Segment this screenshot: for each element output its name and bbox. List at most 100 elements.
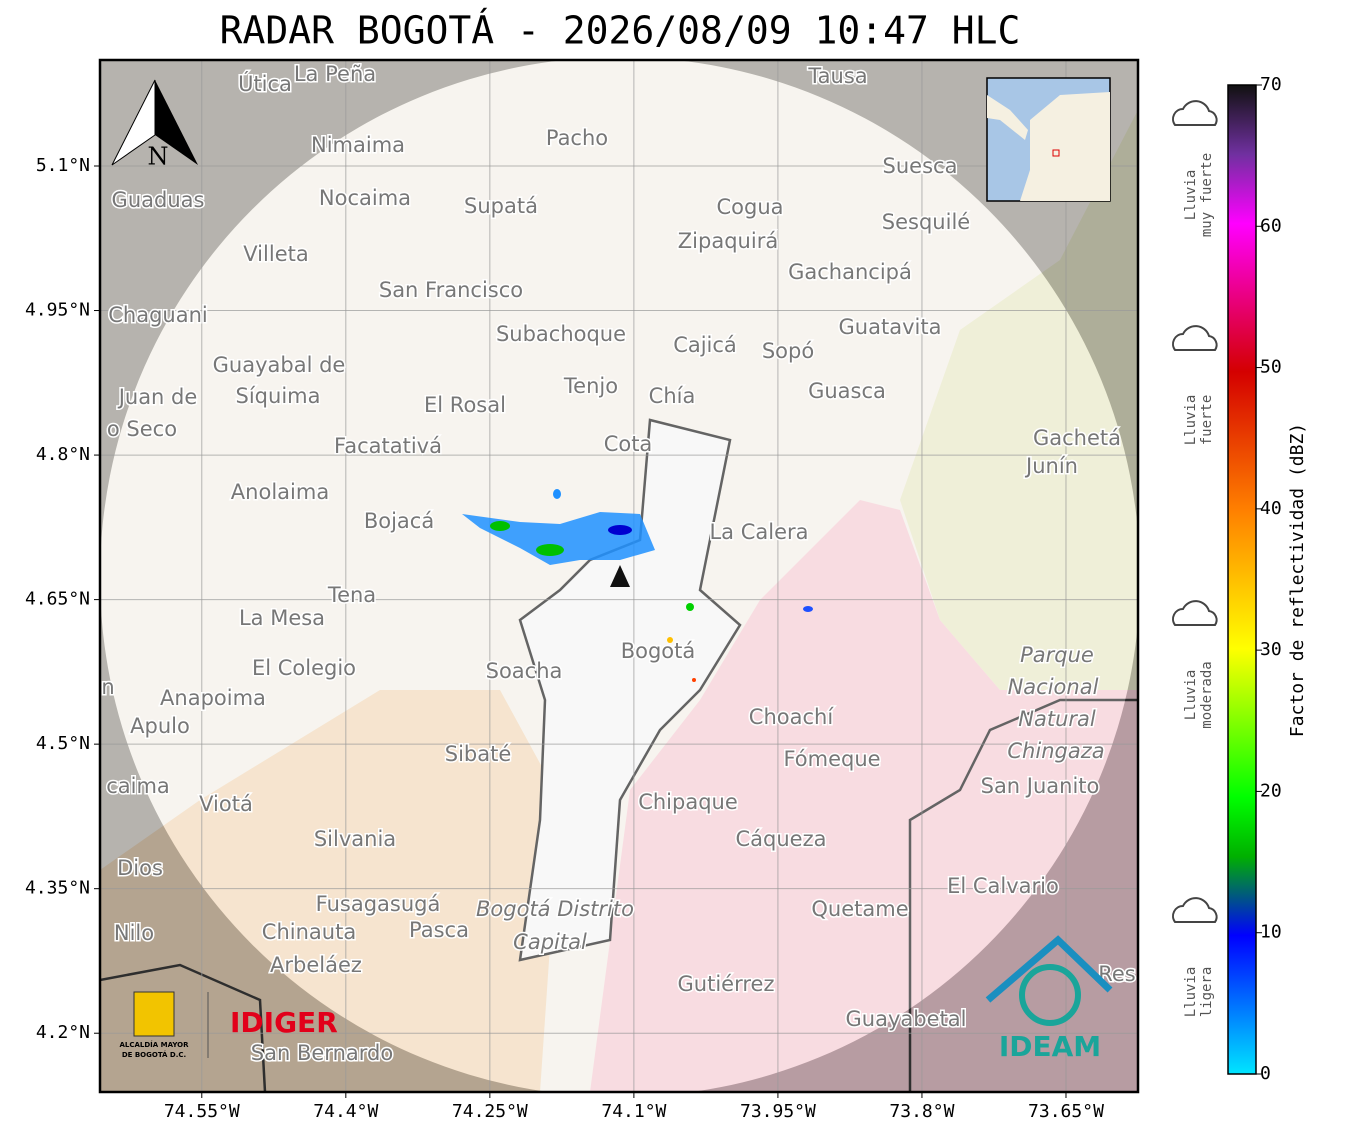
inset-land (1020, 92, 1110, 201)
place-label: Nocaima (319, 186, 411, 210)
legend-entry: Lluvia fuerte (1172, 325, 1218, 446)
place-label: Síquima (236, 384, 321, 408)
legend-label: Lluvia (1183, 670, 1199, 721)
place-label: Guaduas (112, 188, 205, 212)
inset-locator (1052, 149, 1060, 157)
place-label: Anapoima (160, 686, 266, 710)
place-label: Guayabetal (846, 1007, 967, 1031)
place-label: El Rosal (424, 393, 506, 417)
place-label: Cajicá (673, 333, 737, 357)
region-pink (590, 500, 1138, 1092)
place-label: Juan de (117, 385, 198, 409)
place-label: Bogotá (621, 639, 696, 663)
place-label: Tausa (807, 64, 867, 88)
place-label: Cáqueza (736, 827, 827, 851)
echo (803, 606, 813, 612)
echo (553, 489, 561, 499)
place-label: Cota (604, 432, 653, 456)
legend-label: Lluvia (1183, 395, 1199, 446)
place-label: El Colegio (252, 656, 356, 680)
colorbar (1227, 84, 1257, 1075)
x-tick-label: 74.1°W (601, 1101, 666, 1122)
legend-label: muy fuerte (1199, 153, 1215, 237)
place-label: Quetame (811, 897, 908, 921)
rain-legend: Lluvia muy fuerte Lluvia fuerte Lluvia modera… (1172, 100, 1218, 1018)
place-label: Sesquilé (882, 210, 970, 234)
legend-label: ligera (1199, 967, 1215, 1018)
place-label: Guayabal de (213, 353, 346, 377)
place-label: Nacional (1008, 675, 1099, 699)
place-label: Chinauta (262, 920, 356, 944)
colorbar-tick-label: 10 (1260, 922, 1282, 943)
inset-land (987, 95, 1028, 140)
y-tick-label: 4.5°N (36, 733, 90, 754)
place-label: Chaguani (108, 303, 208, 327)
colorbar-tick-label: 50 (1260, 357, 1282, 378)
place-label: Pacho (546, 126, 608, 150)
logo-swirl (1019, 964, 1081, 1026)
y-tick-label: 4.8°N (36, 444, 90, 465)
place-label: Viotá (199, 792, 253, 816)
colorbar-tick-label: 30 (1260, 639, 1282, 660)
logo-ideam: IDEAM (985, 935, 1113, 1063)
place-label: Choachí (749, 705, 835, 729)
place-label: La Calera (709, 520, 808, 544)
place-label: Bojacá (364, 509, 434, 533)
place-label: Capital (513, 930, 587, 954)
place-label: Guatavita (839, 315, 942, 339)
graticule (100, 60, 1138, 1092)
x-tick-label: 74.25°W (452, 1101, 528, 1122)
echo (686, 603, 694, 611)
place-label: Chingaza (1007, 739, 1104, 763)
place-label: Sopó (762, 339, 814, 363)
colorbar-tick-label: 0 (1260, 1063, 1271, 1084)
boundary (908, 698, 1138, 1092)
colorbar-tick-label: 20 (1260, 780, 1282, 801)
cloud-icon (1172, 897, 1218, 923)
colorbar-tick-label: 60 (1260, 215, 1282, 236)
inset-map (986, 77, 1111, 202)
place-label: Útica (238, 71, 292, 96)
place-label: La Peña (294, 62, 376, 86)
place-label: Cogua (716, 195, 783, 219)
logo-text: ALCALDÍA MAYOR (119, 1040, 189, 1049)
logo-ideam: IDEAM (999, 1030, 1101, 1063)
x-tick-label: 74.55°W (164, 1101, 240, 1122)
place-label: Anolaima (231, 480, 329, 504)
place-label: Arbeláez (270, 953, 362, 977)
arrow-right (155, 80, 198, 165)
echo (490, 521, 510, 531)
logo-roof (985, 935, 1113, 1003)
colorbar-tick-label: 70 (1260, 74, 1282, 95)
cloud-icon (1172, 325, 1218, 351)
place-label: Villeta (243, 242, 308, 266)
place-label: Tena (327, 583, 376, 607)
place-label: El Calvario (947, 874, 1059, 898)
colorbar-label: Factor de reflectividad (dBZ) (1287, 423, 1308, 737)
legend-label: Lluvia (1183, 967, 1199, 1018)
place-label: caima (106, 774, 170, 798)
map: Útica La Peña Tausa Pacho Nimaima Guaduas Noca… (100, 60, 1138, 1092)
place-label: Zipaquirá (678, 229, 778, 253)
place-label: Gachancipá (788, 260, 912, 284)
place-label: Junín (1024, 454, 1078, 478)
x-tick-label: 73.95°W (740, 1101, 816, 1122)
place-label: Chía (649, 384, 696, 408)
echo (536, 544, 564, 556)
place-label: Facatativá (334, 434, 442, 458)
place-label: Nimaima (311, 133, 405, 157)
place-label: La Mesa (239, 606, 325, 630)
place-label: Guasca (808, 379, 886, 403)
legend-entry: Lluvia moderada (1172, 600, 1218, 729)
place-label: Supatá (464, 194, 538, 218)
y-tick-label: 4.35°N (25, 878, 90, 899)
x-tick-label: 74.4°W (313, 1101, 378, 1122)
cloud-icon (1172, 600, 1218, 626)
colorbar-tick-label: 40 (1260, 498, 1282, 519)
echo (608, 525, 632, 535)
radar-echoes (462, 489, 813, 682)
place-label: Pasca (409, 918, 469, 942)
place-label: Soacha (486, 659, 563, 683)
north-arrow: N (111, 79, 198, 171)
place-label: Fusagasugá (316, 892, 441, 916)
